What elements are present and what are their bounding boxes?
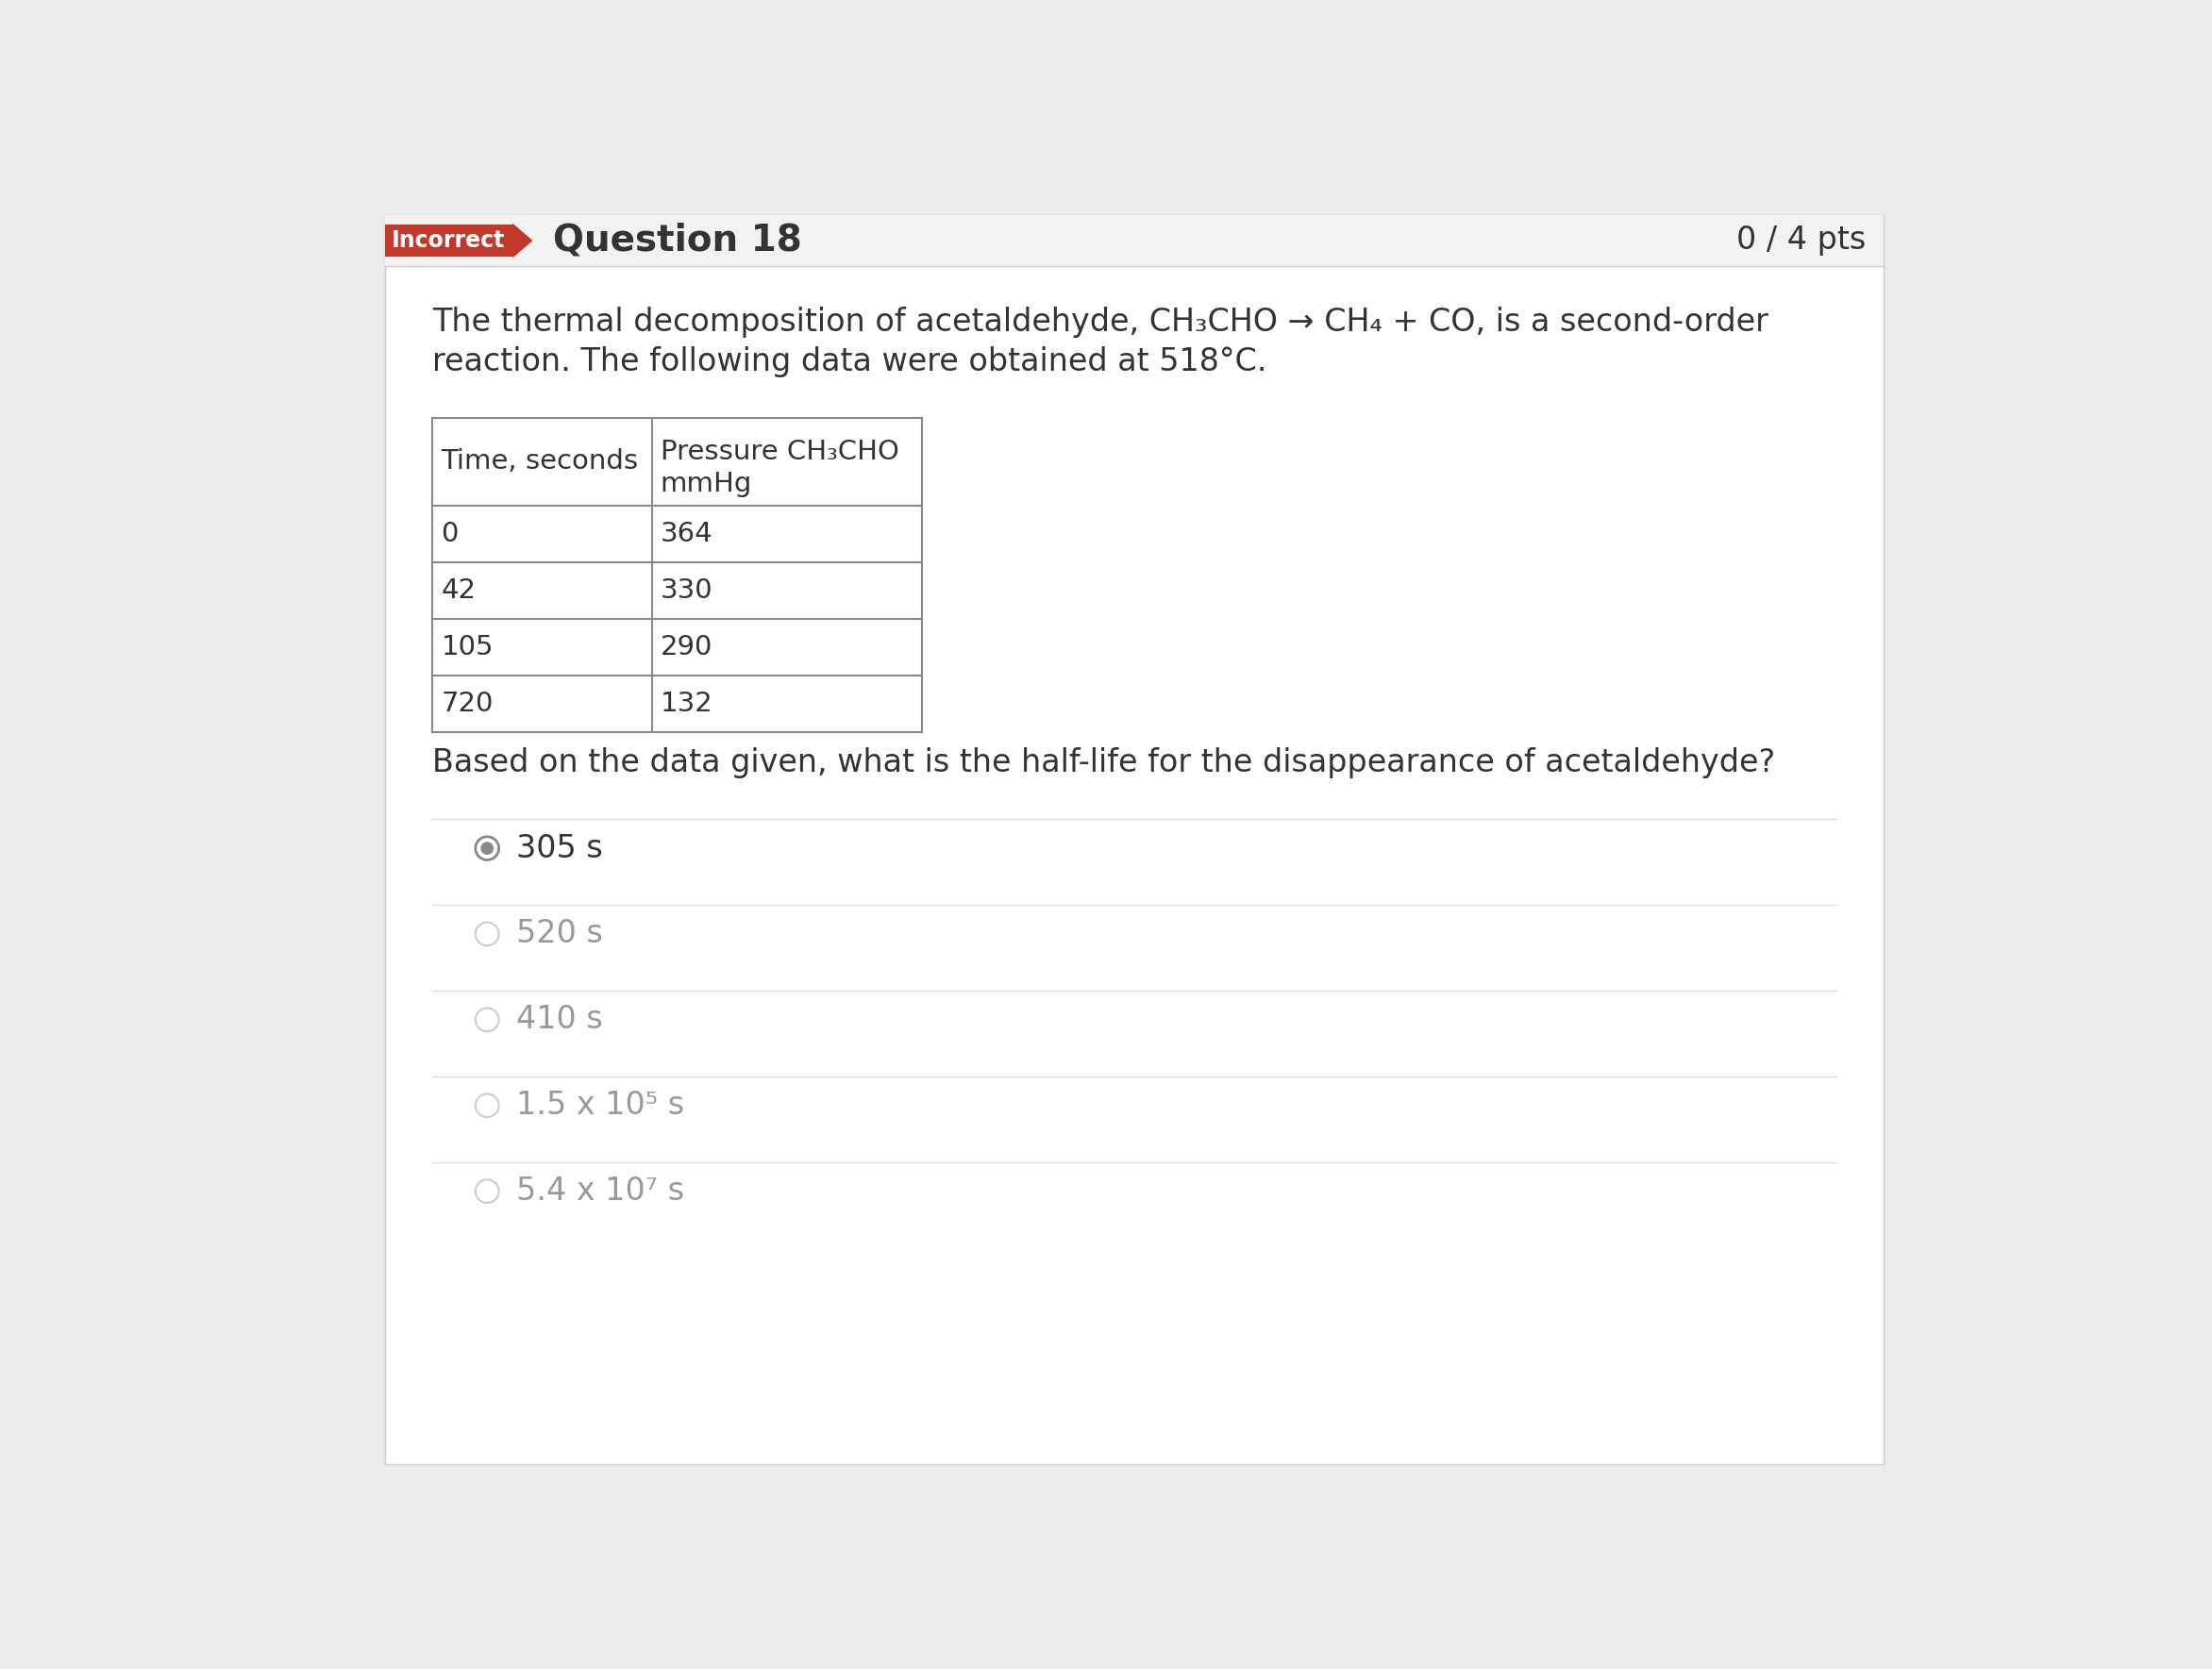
- Text: 0: 0: [440, 521, 458, 547]
- Text: 290: 290: [661, 634, 712, 661]
- Bar: [385, 215, 1885, 1464]
- Text: 5.4 x 10⁷ s: 5.4 x 10⁷ s: [515, 1175, 684, 1207]
- Polygon shape: [513, 224, 531, 257]
- Bar: [431, 419, 922, 733]
- Text: 410 s: 410 s: [515, 1005, 604, 1035]
- Text: 1.5 x 10⁵ s: 1.5 x 10⁵ s: [515, 1090, 684, 1122]
- Text: 720: 720: [440, 691, 493, 718]
- Bar: [385, 215, 1885, 265]
- Bar: [385, 224, 513, 257]
- Text: Incorrect: Incorrect: [392, 229, 507, 252]
- Text: Based on the data given, what is the half-life for the disappearance of acetalde: Based on the data given, what is the hal…: [431, 748, 1776, 779]
- Text: 520 s: 520 s: [515, 918, 604, 950]
- Text: 305 s: 305 s: [515, 833, 604, 865]
- Text: 364: 364: [661, 521, 712, 547]
- Circle shape: [482, 843, 493, 855]
- Text: Pressure CH₃CHO: Pressure CH₃CHO: [661, 439, 898, 466]
- Text: 105: 105: [440, 634, 493, 661]
- Text: 330: 330: [661, 577, 712, 604]
- Text: Time, seconds: Time, seconds: [440, 449, 639, 476]
- Text: 42: 42: [440, 577, 476, 604]
- Text: The thermal decomposition of acetaldehyde, CH₃CHO → CH₄ + CO, is a second-order: The thermal decomposition of acetaldehyd…: [431, 307, 1767, 337]
- Text: reaction. The following data were obtained at 518°C.: reaction. The following data were obtain…: [431, 347, 1267, 377]
- Text: 0 / 4 pts: 0 / 4 pts: [1736, 225, 1865, 255]
- Text: Question 18: Question 18: [553, 222, 803, 259]
- Text: mmHg: mmHg: [661, 471, 752, 497]
- Text: 132: 132: [661, 691, 712, 718]
